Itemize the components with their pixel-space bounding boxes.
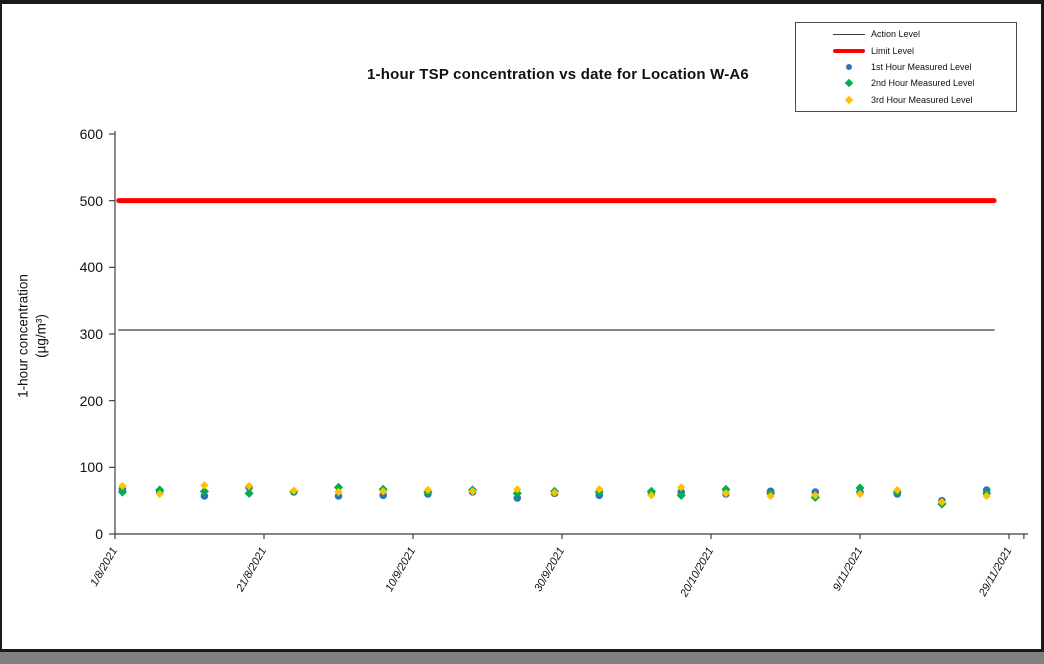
legend-item-limit-level: Limit Level [796, 43, 1016, 58]
data-point [117, 487, 128, 497]
data-point [647, 491, 656, 500]
data-point [855, 489, 865, 499]
data-point [289, 486, 298, 495]
data-point [244, 488, 254, 498]
data-point [677, 483, 686, 492]
legend-label: 1st Hour Measured Level [871, 61, 972, 72]
y-axis-tick-label: 200 [79, 392, 103, 409]
first-hour-marker-icon [833, 63, 865, 70]
data-point [334, 487, 343, 497]
legend-label: 3rd Hour Measured Level [871, 94, 973, 105]
data-point [721, 489, 730, 498]
legend-item-action-level: Action Level [796, 27, 1016, 42]
data-point [513, 485, 522, 494]
data-point [811, 491, 820, 500]
legend-item-3rd-hour: 3rd Hour Measured Level [796, 92, 1016, 107]
data-point [676, 490, 686, 500]
legend: Action Level Limit Level 1st Hour Measur… [795, 22, 1017, 112]
data-point [200, 492, 209, 500]
data-point [595, 485, 604, 494]
data-point [982, 491, 991, 501]
data-point [513, 494, 522, 502]
scatter-series-3 [118, 481, 991, 507]
data-point [855, 483, 865, 493]
chart-title: 1-hour TSP concentration vs date for Loc… [367, 66, 749, 83]
y-axis-tick-label: 100 [79, 459, 103, 476]
y-axis-tick-label: 0 [95, 526, 103, 542]
chart-canvas [109, 131, 1028, 539]
data-point [423, 485, 432, 495]
legend-label: 2nd Hour Measured Level [871, 78, 975, 89]
y-axis-tick-label: 400 [79, 259, 103, 276]
data-point [155, 489, 164, 499]
data-point [550, 488, 559, 497]
data-point [766, 491, 775, 501]
data-point [245, 481, 254, 491]
data-point [937, 497, 947, 507]
legend-label: Limit Level [871, 45, 915, 56]
limit-level-line-icon [833, 48, 865, 53]
y-axis-tick-label: 500 [79, 192, 103, 209]
data-point [200, 481, 209, 490]
action-level-line-icon [833, 33, 865, 35]
second-hour-marker-icon [833, 79, 865, 88]
data-point [333, 482, 344, 492]
data-point [118, 481, 127, 491]
y-axis-tick-label: 600 [79, 126, 103, 142]
data-point [199, 486, 209, 496]
legend-label: Action Level [871, 29, 921, 40]
y-axis-tick-label: 300 [79, 326, 103, 342]
legend-item-2nd-hour: 2nd Hour Measured Level [796, 76, 1016, 91]
data-point [468, 487, 477, 496]
legend-item-1st-hour: 1st Hour Measured Level [796, 59, 1016, 74]
data-point [379, 487, 388, 496]
third-hour-marker-icon [833, 95, 865, 104]
data-point [893, 485, 902, 495]
